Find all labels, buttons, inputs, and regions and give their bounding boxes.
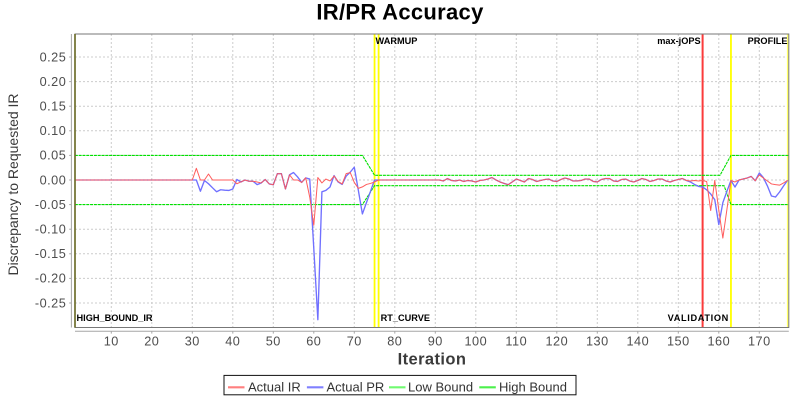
svg-text:70: 70 xyxy=(347,335,362,349)
svg-text:-0.10: -0.10 xyxy=(35,223,66,237)
svg-text:40: 40 xyxy=(225,335,240,349)
svg-text:30: 30 xyxy=(185,335,200,349)
svg-text:Actual IR: Actual IR xyxy=(248,379,301,394)
svg-text:-0.20: -0.20 xyxy=(35,272,66,286)
svg-text:0.00: 0.00 xyxy=(40,173,67,187)
svg-text:0.20: 0.20 xyxy=(40,75,67,89)
svg-text:10: 10 xyxy=(104,335,119,349)
svg-text:110: 110 xyxy=(505,335,527,349)
svg-text:0.25: 0.25 xyxy=(40,50,67,64)
svg-text:100: 100 xyxy=(464,335,487,349)
svg-text:IR/PR Accuracy: IR/PR Accuracy xyxy=(316,0,484,25)
svg-text:0.05: 0.05 xyxy=(40,149,67,163)
svg-text:RT_CURVE: RT_CURVE xyxy=(381,313,430,323)
svg-text:50: 50 xyxy=(266,335,281,349)
svg-text:max-jOPS: max-jOPS xyxy=(657,36,700,46)
svg-text:WARMUP: WARMUP xyxy=(376,36,418,46)
svg-text:150: 150 xyxy=(667,335,690,349)
svg-text:-0.15: -0.15 xyxy=(35,247,66,261)
svg-text:HIGH_BOUND_IR: HIGH_BOUND_IR xyxy=(77,313,153,323)
svg-text:20: 20 xyxy=(144,335,159,349)
svg-text:VALIDATION: VALIDATION xyxy=(668,313,729,323)
svg-text:130: 130 xyxy=(586,335,609,349)
svg-text:0.15: 0.15 xyxy=(40,100,67,114)
svg-text:120: 120 xyxy=(545,335,568,349)
svg-text:160: 160 xyxy=(707,335,730,349)
svg-text:0.10: 0.10 xyxy=(40,124,67,138)
svg-text:170: 170 xyxy=(748,335,771,349)
svg-text:PROFILE: PROFILE xyxy=(748,36,788,46)
svg-text:90: 90 xyxy=(428,335,443,349)
svg-text:60: 60 xyxy=(306,335,321,349)
svg-text:Discrepancy to Requested IR: Discrepancy to Requested IR xyxy=(5,93,21,275)
svg-text:140: 140 xyxy=(626,335,649,349)
svg-text:High Bound: High Bound xyxy=(499,379,567,394)
svg-text:Iteration: Iteration xyxy=(398,351,467,369)
svg-text:-0.25: -0.25 xyxy=(35,296,66,310)
svg-text:-0.05: -0.05 xyxy=(35,198,66,212)
svg-text:80: 80 xyxy=(387,335,402,349)
svg-text:Low Bound: Low Bound xyxy=(408,379,473,394)
svg-text:Actual PR: Actual PR xyxy=(327,379,385,394)
